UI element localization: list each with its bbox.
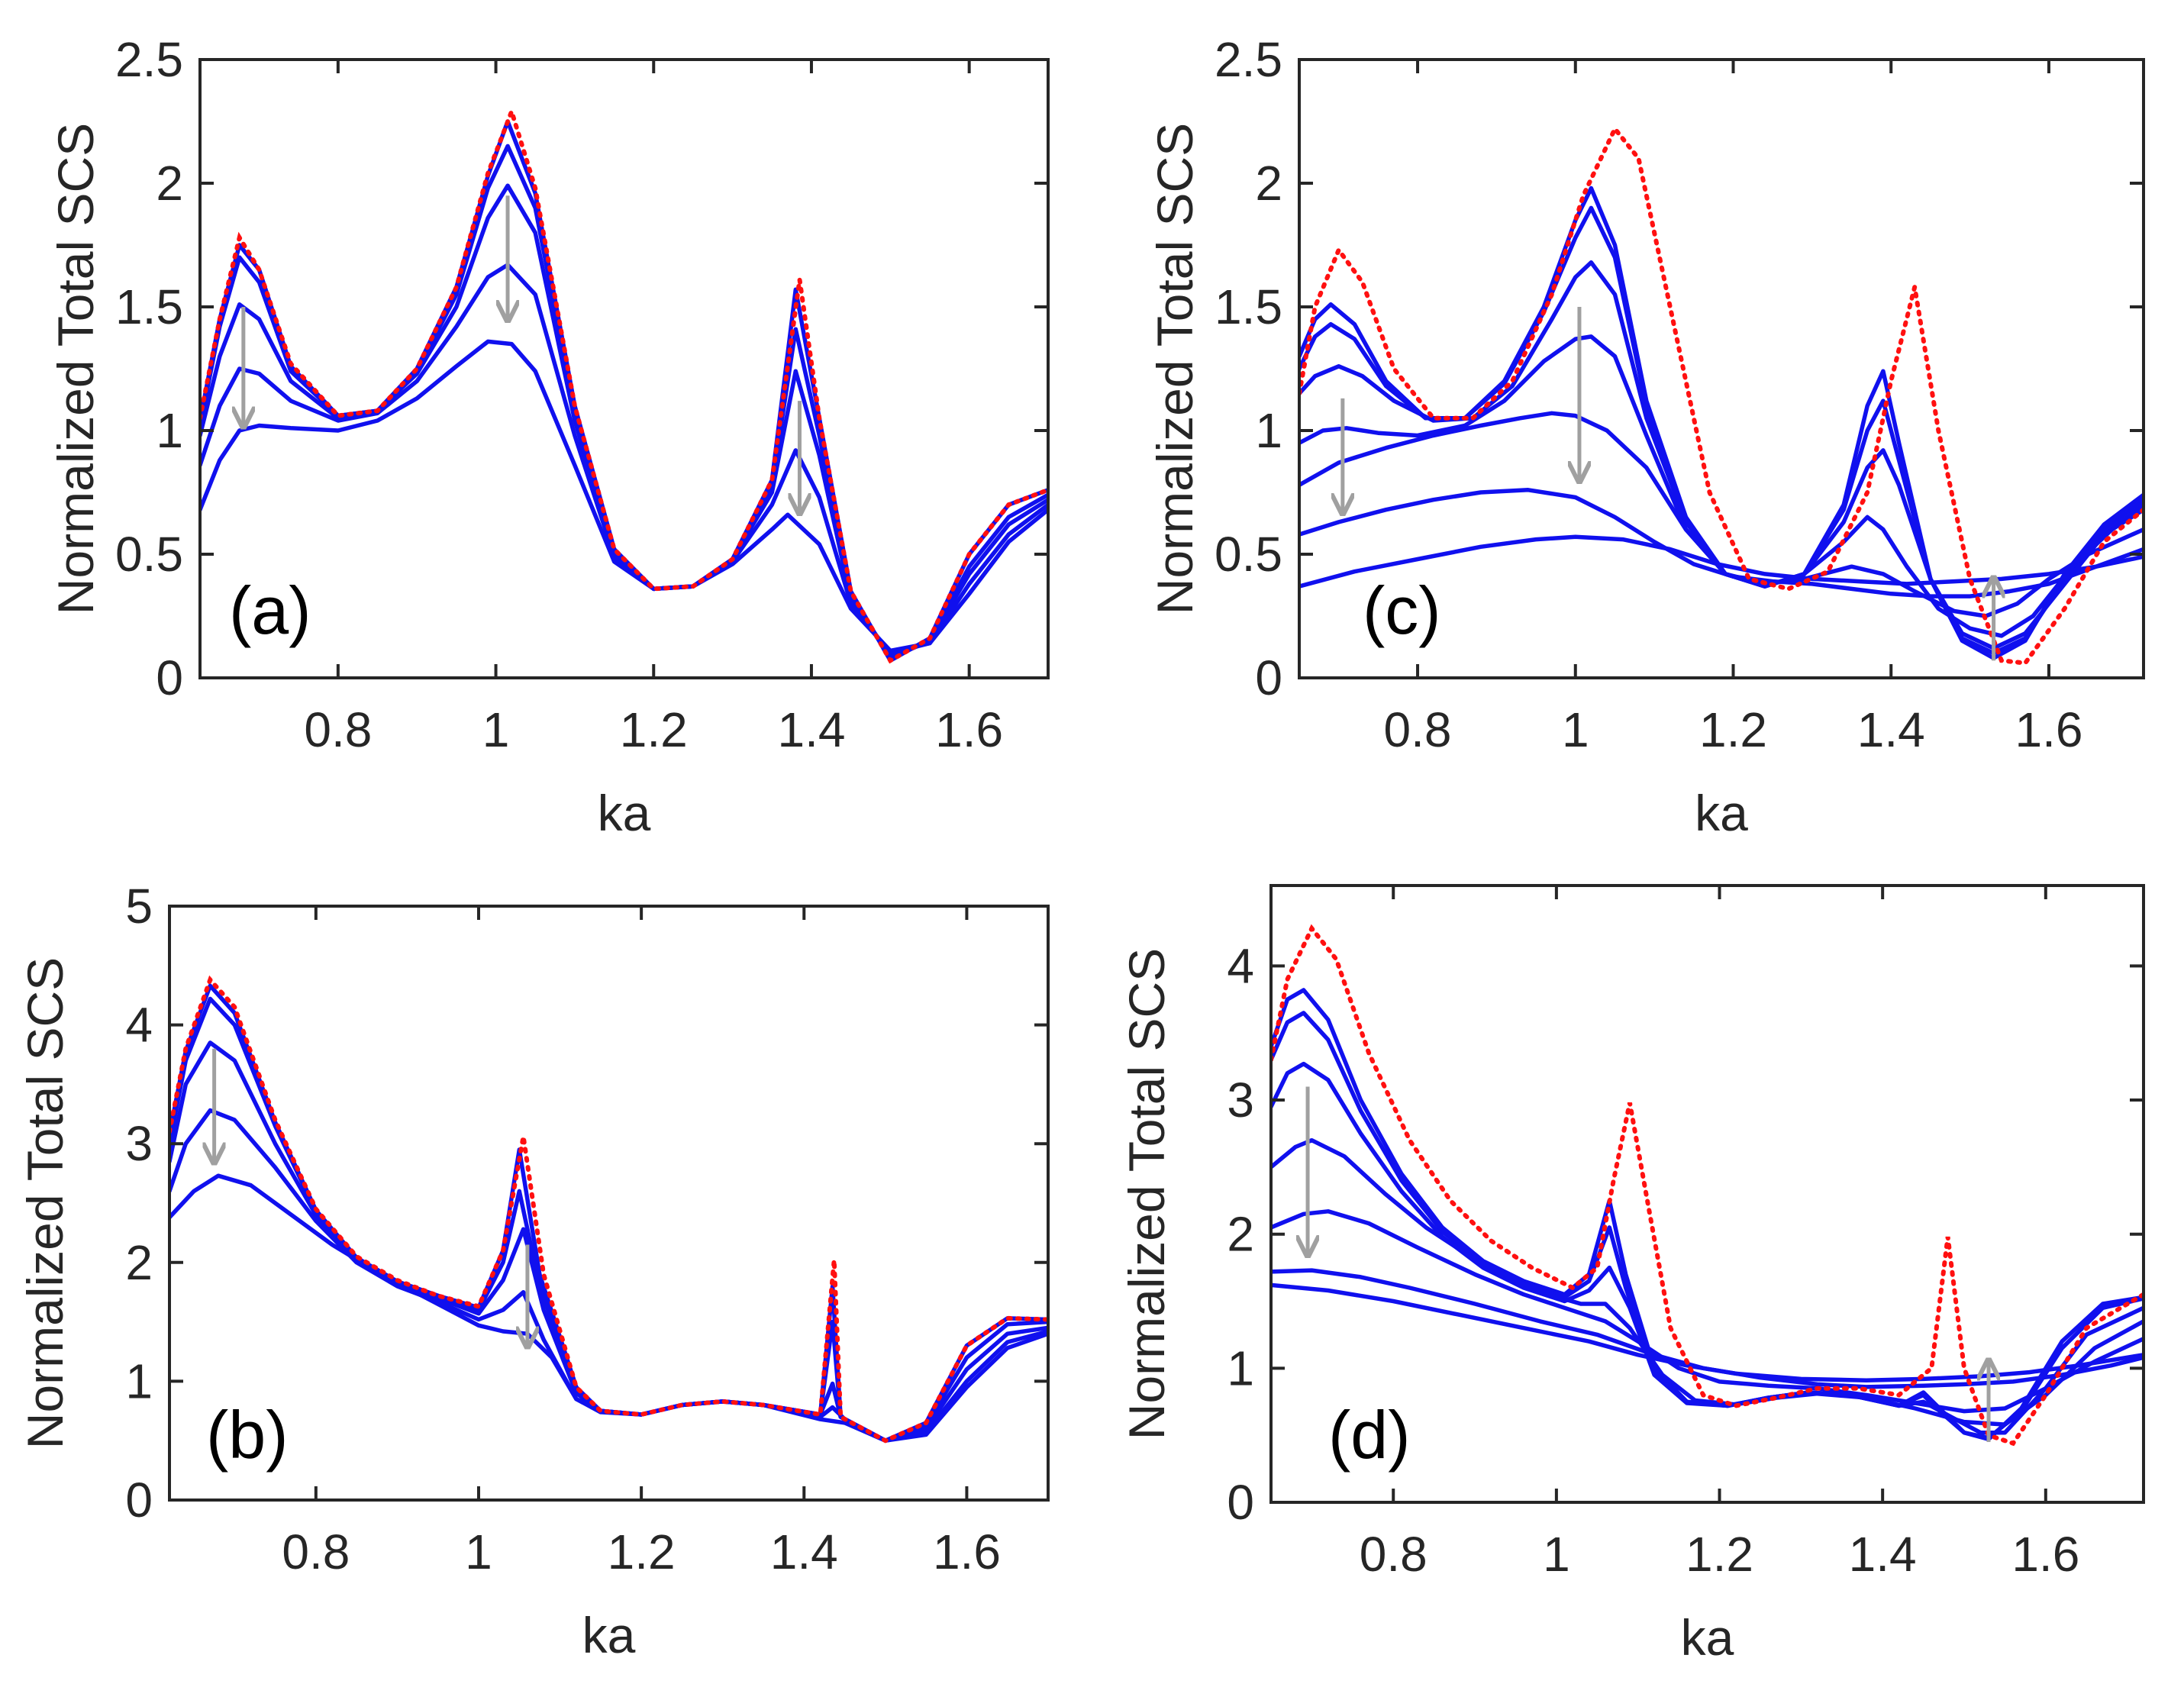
reference-line-c bbox=[1299, 124, 2144, 666]
y-tick-label: 2.5 bbox=[1215, 32, 1282, 87]
panel-b: 0.8 1 1.2 1.4 1.6 0 1 2 3 4 5 ka Normalized Total SC… bbox=[17, 879, 1050, 1663]
x-tick-label: 1.2 bbox=[620, 702, 688, 757]
reference-line-b bbox=[169, 975, 1048, 1444]
series-line-a-4 bbox=[200, 263, 1048, 656]
y-tick-label: 1.5 bbox=[115, 279, 183, 334]
y-tick-label: 4 bbox=[1227, 938, 1254, 993]
reference-line-a bbox=[200, 104, 1048, 664]
series-line-d-7 bbox=[1271, 1282, 2144, 1382]
series-line-b-3 bbox=[169, 1040, 1048, 1443]
x-tick-label: 1.4 bbox=[777, 702, 845, 757]
x-tick-label: 1 bbox=[482, 702, 510, 757]
x-tick-label: 0.8 bbox=[304, 702, 372, 757]
y-tick-label: 1 bbox=[125, 1353, 153, 1408]
x-tick-label: 0.8 bbox=[282, 1524, 350, 1579]
series-line-a-1 bbox=[200, 119, 1048, 663]
x-tick-label: 1.6 bbox=[935, 702, 1003, 757]
x-axis-label: ka bbox=[1695, 785, 1748, 841]
y-tick-label: 0 bbox=[1255, 650, 1282, 705]
y-tick-label: 0 bbox=[1227, 1475, 1254, 1530]
y-tick-label: 0 bbox=[125, 1473, 153, 1528]
plot-area bbox=[200, 104, 1048, 664]
y-tick-label: 0.5 bbox=[1215, 527, 1282, 582]
plot-area bbox=[1299, 124, 2144, 666]
y-tick-label: 5 bbox=[125, 879, 153, 934]
x-tick-label: 1 bbox=[465, 1524, 492, 1579]
panels: 0.8 1 1.2 1.4 1.6 0 0.5 1 1.5 2 2.5 ka Normalized To… bbox=[17, 32, 2145, 1666]
y-tick-label: 4 bbox=[125, 998, 153, 1053]
panel-d: 0.8 1 1.2 1.4 1.6 0 1 2 3 4 ka Normalized Total SCS… bbox=[1118, 884, 2145, 1666]
y-axis-label: Normalized Total SCS bbox=[47, 123, 104, 615]
x-axis-label: ka bbox=[582, 1607, 636, 1663]
x-tick-label: 1.4 bbox=[1849, 1527, 1917, 1582]
series-line-b-5 bbox=[169, 1173, 1048, 1443]
y-tick-label: 2.5 bbox=[115, 32, 183, 87]
x-tick-label: 0.8 bbox=[1360, 1527, 1428, 1582]
series-line-d-3 bbox=[1271, 1061, 2144, 1435]
x-tick-label: 1.6 bbox=[2011, 1527, 2079, 1582]
y-tick-label: 1 bbox=[156, 403, 183, 458]
x-axis-label: ka bbox=[598, 785, 651, 841]
x-tick-label: 1.2 bbox=[608, 1524, 676, 1579]
series-line-a-5 bbox=[200, 339, 1048, 653]
y-axis-label: Normalized Total SCS bbox=[1118, 948, 1175, 1440]
y-tick-label: 2 bbox=[1227, 1207, 1254, 1262]
y-tick-label: 2 bbox=[1255, 156, 1282, 211]
x-tick-label: 1.6 bbox=[2015, 702, 2082, 757]
panel-label: (d) bbox=[1328, 1397, 1411, 1473]
series-line-a-3 bbox=[200, 183, 1048, 658]
x-tick-label: 1 bbox=[1543, 1527, 1570, 1582]
panel-a: 0.8 1 1.2 1.4 1.6 0 0.5 1 1.5 2 2.5 ka Normalized To… bbox=[47, 32, 1050, 841]
y-tick-label: 0.5 bbox=[115, 527, 183, 582]
series-line-c-3 bbox=[1299, 260, 2144, 650]
panel-label: (a) bbox=[229, 573, 311, 648]
series-line-b-4 bbox=[169, 1108, 1048, 1443]
series-line-b-1 bbox=[169, 983, 1048, 1443]
panel-c: 0.8 1 1.2 1.4 1.6 0 0.5 1 1.5 2 2.5 ka Normalized To… bbox=[1147, 32, 2145, 841]
x-axis-label: ka bbox=[1681, 1609, 1734, 1666]
x-tick-label: 1.2 bbox=[1699, 702, 1767, 757]
axes-frame-d bbox=[1269, 884, 2145, 1504]
y-axis-label: Normalized Total SCS bbox=[17, 957, 73, 1449]
y-tick-label: 2 bbox=[125, 1235, 153, 1290]
series-line-c-7 bbox=[1299, 534, 2144, 589]
x-tick-label: 0.8 bbox=[1384, 702, 1452, 757]
y-axis-label: Normalized Total SCS bbox=[1147, 123, 1203, 615]
y-tick-label: 3 bbox=[125, 1116, 153, 1171]
series-line-d-5 bbox=[1271, 1209, 2144, 1414]
y-tick-label: 1 bbox=[1227, 1340, 1254, 1395]
plot-area bbox=[1271, 924, 2144, 1447]
axes-frame-c bbox=[1298, 58, 2145, 679]
y-tick-label: 1 bbox=[1255, 403, 1282, 458]
x-tick-label: 1.2 bbox=[1686, 1527, 1753, 1582]
y-tick-label: 2 bbox=[156, 156, 183, 211]
panel-label: (b) bbox=[206, 1397, 289, 1473]
x-tick-label: 1 bbox=[1562, 702, 1589, 757]
reference-line-d bbox=[1271, 924, 2144, 1447]
x-tick-label: 1.4 bbox=[1857, 702, 1925, 757]
y-tick-label: 3 bbox=[1227, 1073, 1254, 1128]
x-tick-label: 1.6 bbox=[933, 1524, 1001, 1579]
panel-label: (c) bbox=[1363, 573, 1441, 648]
axes-frame-b bbox=[168, 905, 1050, 1502]
y-tick-label: 0 bbox=[156, 650, 183, 705]
axes-frame-a bbox=[198, 58, 1050, 679]
x-tick-label: 1.4 bbox=[770, 1524, 838, 1579]
plot-area bbox=[169, 975, 1048, 1444]
y-tick-label: 1.5 bbox=[1215, 279, 1282, 334]
